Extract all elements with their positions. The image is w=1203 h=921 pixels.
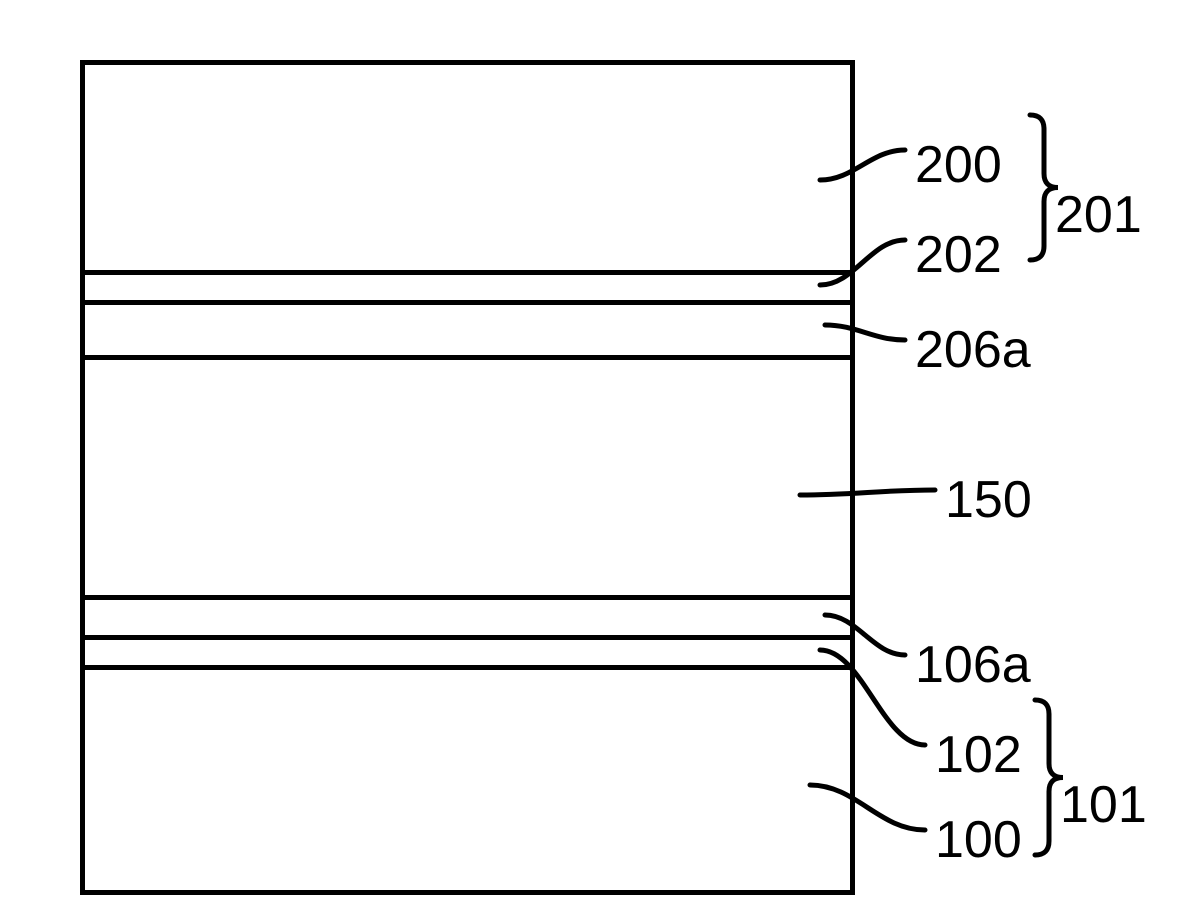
layer-boundary-1 <box>85 300 850 305</box>
diagram-canvas: 200 201 202 206a 150 106a 102 101 100 <box>0 0 1203 921</box>
ref-label-101: 101 <box>1060 775 1147 835</box>
brace-0 <box>1030 115 1058 260</box>
ref-label-102: 102 <box>935 725 1022 785</box>
ref-label-201: 201 <box>1055 185 1142 245</box>
brace-1 <box>1035 700 1063 855</box>
ref-label-202: 202 <box>915 225 1002 285</box>
layer-boundary-4 <box>85 635 850 640</box>
ref-label-100: 100 <box>935 810 1022 870</box>
ref-label-200: 200 <box>915 135 1002 195</box>
layer-boundary-0 <box>85 270 850 275</box>
ref-label-206a: 206a <box>915 320 1031 380</box>
ref-label-150: 150 <box>945 470 1032 530</box>
layer-boundary-5 <box>85 665 850 670</box>
ref-label-106a: 106a <box>915 635 1031 695</box>
group-braces <box>0 0 1203 921</box>
layer-boundary-3 <box>85 595 850 600</box>
layer-boundary-2 <box>85 355 850 360</box>
